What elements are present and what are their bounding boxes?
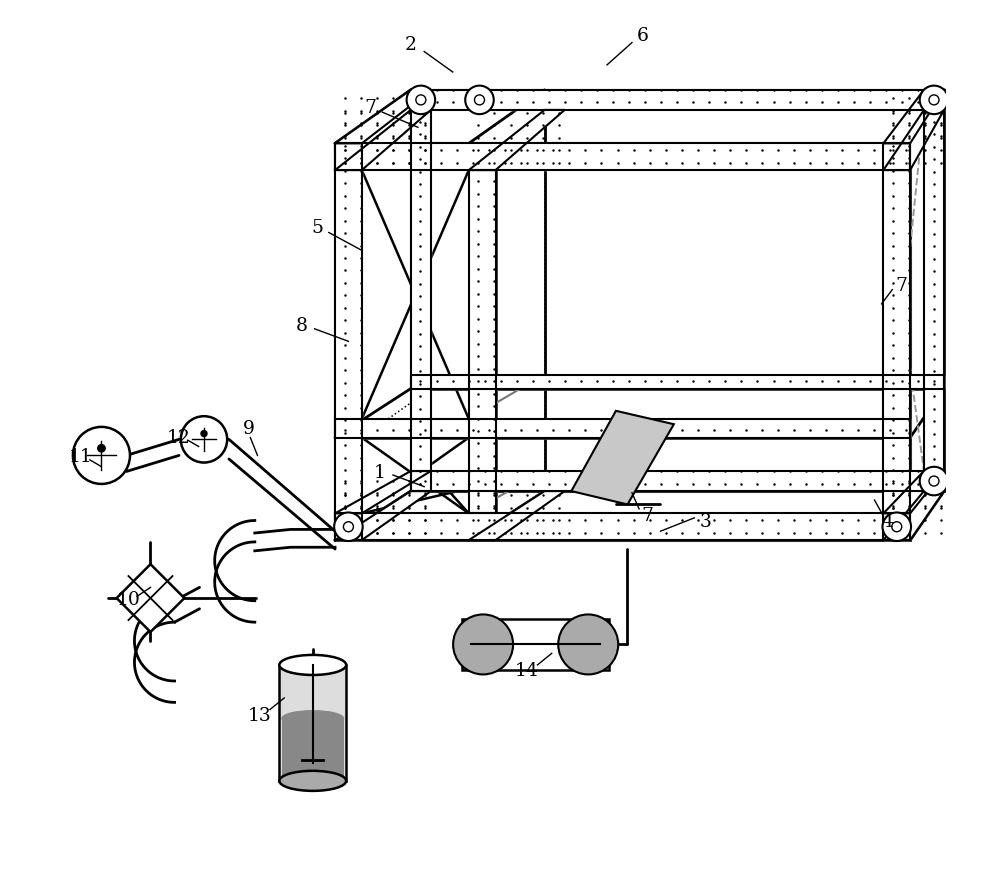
Text: 12: 12 [167, 429, 191, 446]
Circle shape [465, 86, 494, 114]
FancyBboxPatch shape [462, 619, 609, 671]
Circle shape [929, 476, 939, 486]
Circle shape [334, 513, 363, 541]
Circle shape [73, 427, 130, 484]
Text: 7: 7 [365, 99, 377, 117]
Polygon shape [571, 411, 674, 505]
Circle shape [407, 86, 435, 114]
Text: 13: 13 [247, 706, 271, 725]
Polygon shape [924, 90, 944, 491]
Circle shape [453, 614, 513, 674]
Text: 4: 4 [882, 513, 894, 531]
Circle shape [98, 445, 105, 452]
Ellipse shape [282, 711, 344, 726]
Text: 9: 9 [243, 420, 255, 438]
Circle shape [558, 614, 618, 674]
Polygon shape [335, 491, 431, 540]
Text: 6: 6 [637, 28, 649, 46]
Polygon shape [883, 471, 944, 513]
Polygon shape [411, 90, 431, 491]
Text: 3: 3 [699, 513, 711, 531]
Polygon shape [335, 90, 431, 144]
Text: 5: 5 [311, 219, 323, 237]
Polygon shape [883, 144, 910, 540]
Circle shape [883, 513, 911, 541]
Circle shape [416, 95, 426, 104]
Polygon shape [117, 564, 184, 632]
Polygon shape [411, 90, 944, 110]
Polygon shape [335, 513, 910, 540]
FancyBboxPatch shape [279, 665, 346, 780]
Polygon shape [469, 110, 565, 170]
Polygon shape [469, 491, 565, 540]
Circle shape [181, 416, 227, 463]
FancyBboxPatch shape [282, 719, 344, 776]
Circle shape [892, 522, 902, 531]
Text: 2: 2 [405, 37, 417, 54]
Polygon shape [411, 374, 944, 388]
Circle shape [920, 86, 948, 114]
Circle shape [201, 430, 207, 437]
Circle shape [474, 95, 484, 104]
Polygon shape [335, 471, 431, 513]
Text: 7: 7 [895, 277, 907, 295]
Circle shape [929, 95, 939, 104]
Polygon shape [335, 144, 362, 540]
Polygon shape [335, 110, 431, 170]
Text: 10: 10 [116, 591, 140, 609]
Polygon shape [469, 170, 496, 513]
Polygon shape [411, 471, 944, 491]
Text: 8: 8 [296, 317, 308, 335]
Circle shape [920, 467, 948, 496]
Text: 14: 14 [515, 663, 539, 680]
Polygon shape [335, 419, 910, 438]
Polygon shape [883, 491, 944, 540]
Text: 11: 11 [69, 448, 93, 466]
Polygon shape [883, 110, 944, 170]
Circle shape [343, 522, 353, 531]
Ellipse shape [279, 655, 346, 675]
Text: 1: 1 [374, 464, 386, 482]
Polygon shape [883, 90, 944, 144]
Text: 7: 7 [641, 507, 653, 525]
Polygon shape [335, 144, 910, 170]
Ellipse shape [279, 771, 346, 791]
